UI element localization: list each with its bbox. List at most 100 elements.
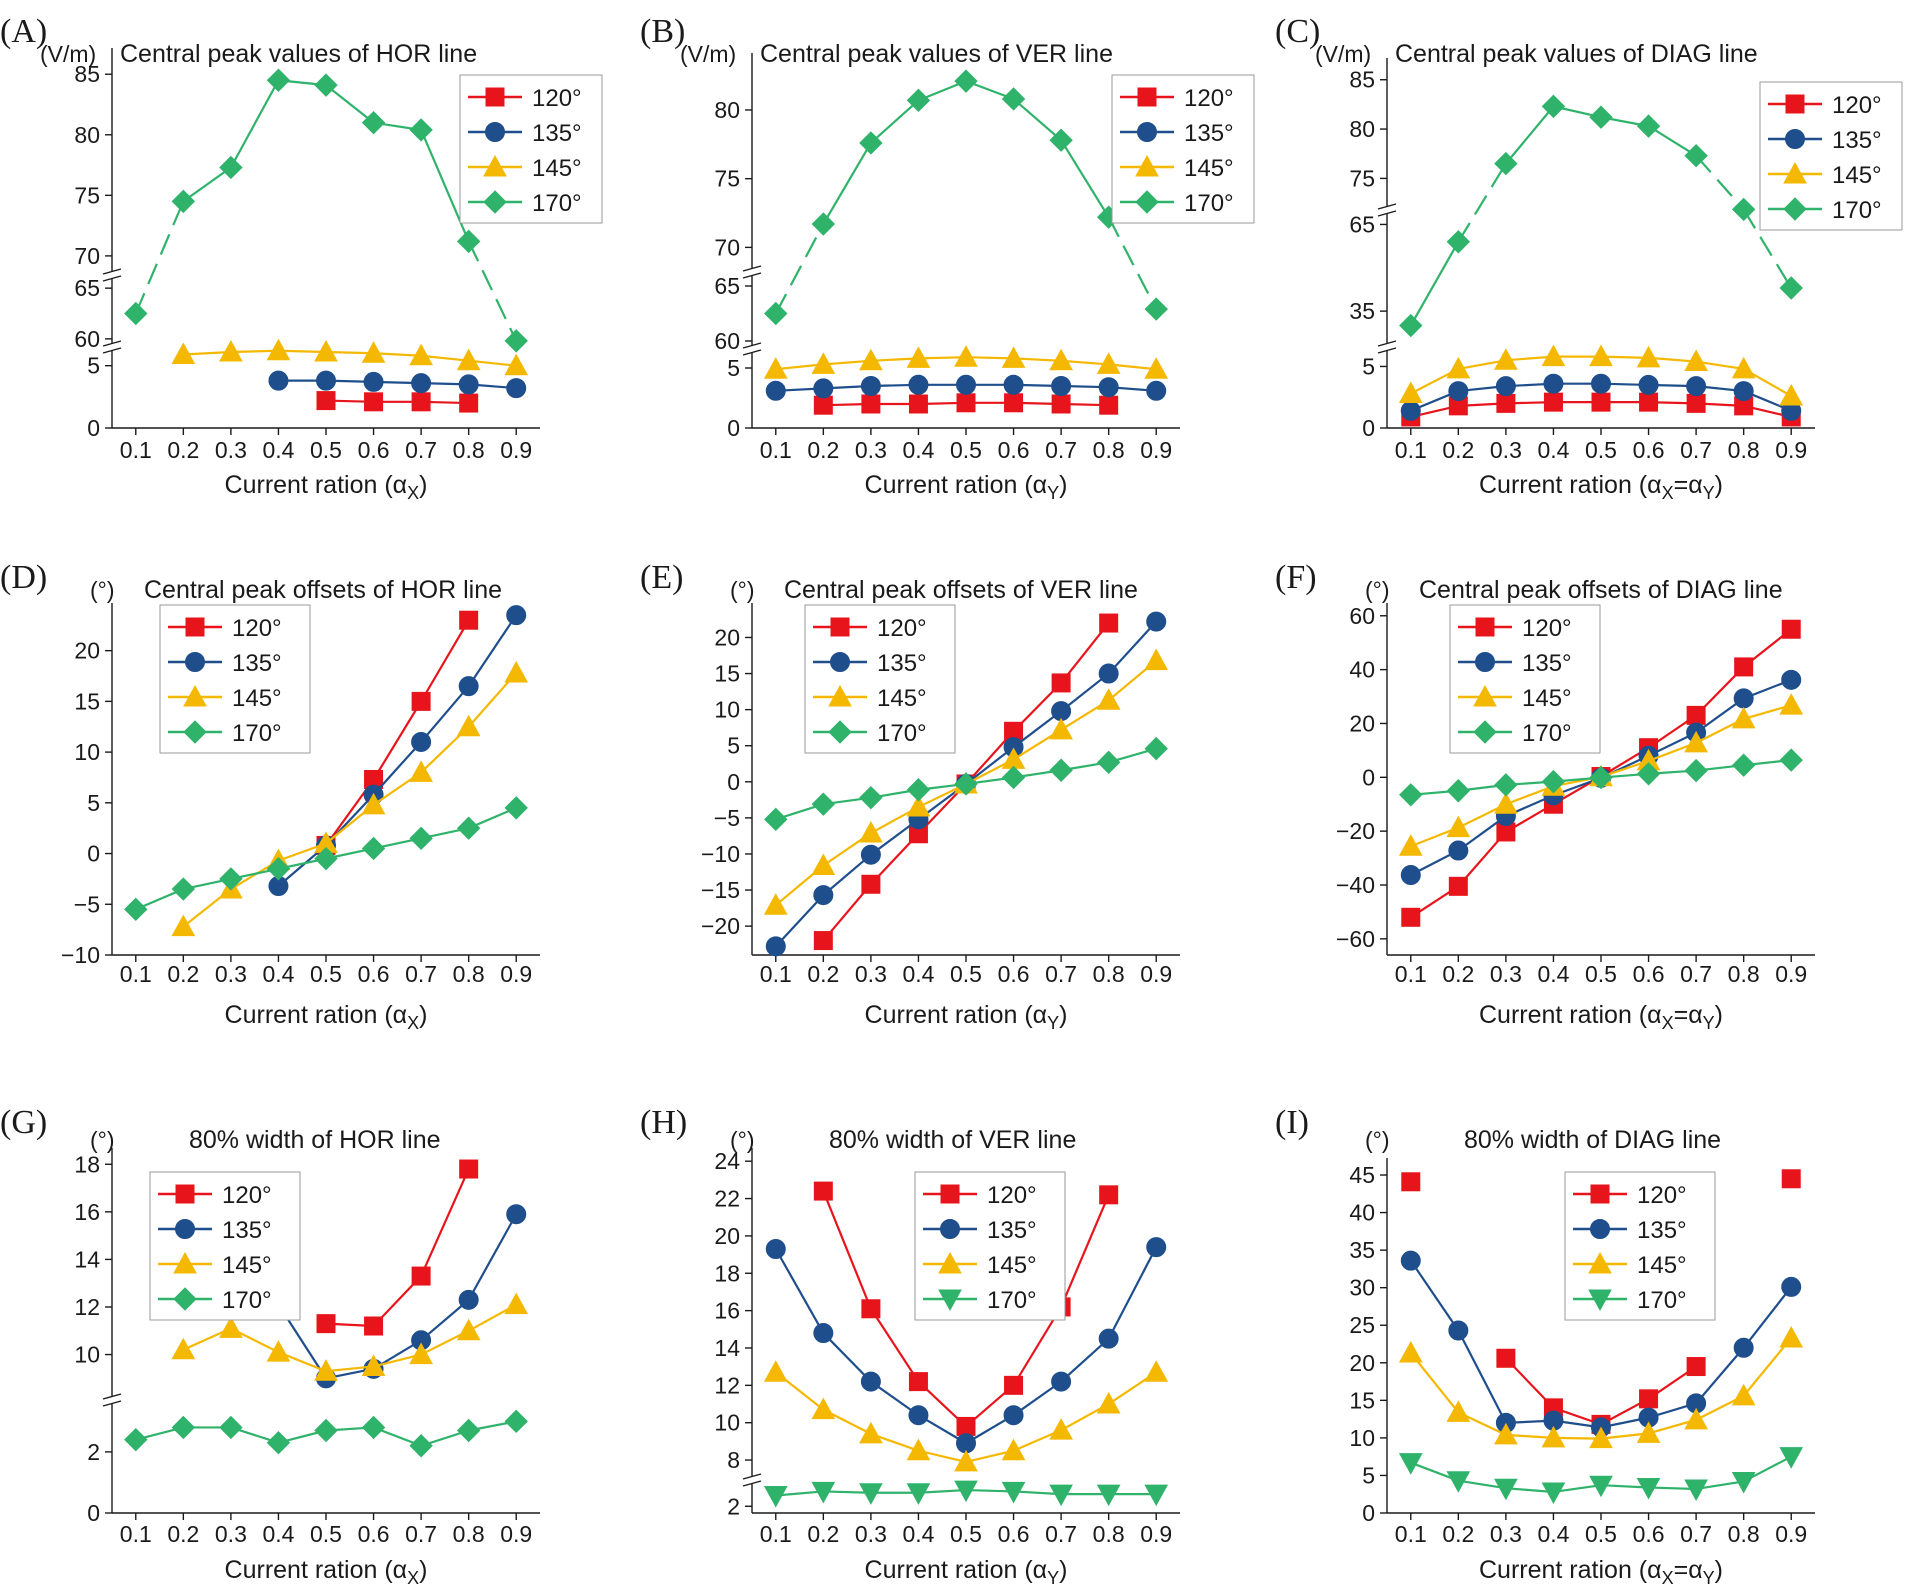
series-line [325,1365,374,1373]
series-line [822,142,872,225]
data-point [1401,1172,1421,1192]
y-tick-label: 75 [1349,165,1375,191]
y-tick-label: 40 [1349,657,1375,683]
data-point [1779,1447,1804,1469]
legend-marker [830,617,850,637]
y-tick-label: 35 [1349,1237,1375,1263]
data-point [954,1449,978,1472]
data-point [361,110,386,135]
y-tick-label: 14 [714,1335,740,1361]
series-170 [1399,94,1803,338]
legend-marker [483,190,507,214]
legend-marker [1473,720,1497,744]
data-point [409,760,433,782]
data-point [1496,393,1516,413]
y-tick-label: −60 [1336,926,1375,952]
series-line [869,1308,920,1383]
legend-item-135: 135° [468,120,582,147]
legend-item-135: 135° [1458,650,1572,677]
data-point [411,392,431,412]
data-point [171,1415,196,1440]
data-point [361,1415,386,1440]
x-tick-label: 0.3 [1490,437,1522,463]
axis-break-mark [102,1400,122,1407]
panel-G: (G) (°) 80% width of HOR line 0.1 0.2 0.3 0.4 0… [0,1104,540,1588]
y-tick-label: 5 [87,790,100,816]
y-tick-label: 14 [74,1246,100,1272]
y-tick-label: 18 [714,1260,740,1286]
data-point [411,373,432,394]
data-point [1636,114,1661,138]
x-tick-label: 0.9 [500,961,532,987]
data-point [1146,380,1167,401]
data-point [316,391,336,411]
data-point [458,374,479,395]
y-tick-label: 60 [714,328,740,354]
data-point [1733,381,1754,402]
panel-title: Central peak offsets of HOR line [144,576,502,604]
y-tick-label: 65 [74,275,100,301]
data-point [1446,1471,1471,1493]
data-point [268,370,289,391]
data-point [1779,276,1803,300]
legend-marker [830,652,850,672]
data-point [124,897,148,922]
legend-label: 120° [1522,615,1572,642]
series-135 [765,1237,1167,1454]
legend-label: 170° [532,190,582,217]
data-point [361,792,386,815]
legend-item-170: 170° [1573,1287,1687,1314]
y-unit-label: (°) [90,577,115,603]
data-point [314,73,338,97]
data-point [1638,374,1659,395]
legend-box [149,1171,301,1321]
data-point [1541,94,1566,119]
axis-break-mark [742,1473,762,1480]
x-tick-label: 0.6 [998,1521,1030,1547]
data-point [956,393,976,413]
data-point [811,1397,836,1420]
series-145 [1398,344,1804,406]
x-tick-label: 0.4 [262,437,294,463]
legend-box [1564,1171,1716,1321]
x-tick-label: 0.8 [1728,437,1760,463]
data-point [409,118,433,142]
axis-break-mark [1377,203,1397,210]
data-point [458,1289,479,1310]
series-line [918,356,967,360]
x-tick-label: 0.8 [1093,437,1125,463]
data-point [1636,345,1661,368]
data-point [1733,1337,1754,1358]
x-tick-label: 0.1 [760,437,792,463]
series-line [774,894,825,948]
y-tick-label: 16 [74,1199,100,1225]
data-point [813,395,833,415]
x-tick-label: 0.8 [1728,1521,1760,1547]
x-tick-label: 0.9 [1140,961,1172,987]
legend-marker [183,684,207,707]
data-point [1400,1250,1421,1271]
data-point [1494,792,1518,814]
y-tick-label: 70 [74,243,100,269]
legend-label: 120° [1832,92,1882,119]
legend-marker [185,617,205,637]
series-line [1742,1337,1793,1397]
data-point [1779,383,1804,406]
legend-label: 145° [877,685,927,712]
x-tick-label: 0.4 [262,961,294,987]
y-tick-label: 25 [1349,1312,1375,1338]
data-point [1686,393,1706,413]
panel-title: Central peak offsets of DIAG line [1419,576,1783,604]
y-tick-label: 12 [74,1294,100,1320]
legend-label: 145° [532,155,582,182]
data-point [1781,669,1802,690]
data-point [171,189,196,214]
x-tick-label: 0.2 [807,437,839,463]
data-point [1591,392,1611,412]
legend-label: 135° [1637,1217,1687,1244]
data-point [908,1405,929,1426]
data-point [504,796,528,820]
legend-label: 135° [232,650,282,677]
data-point [1049,128,1073,152]
series-line [1060,1337,1110,1383]
